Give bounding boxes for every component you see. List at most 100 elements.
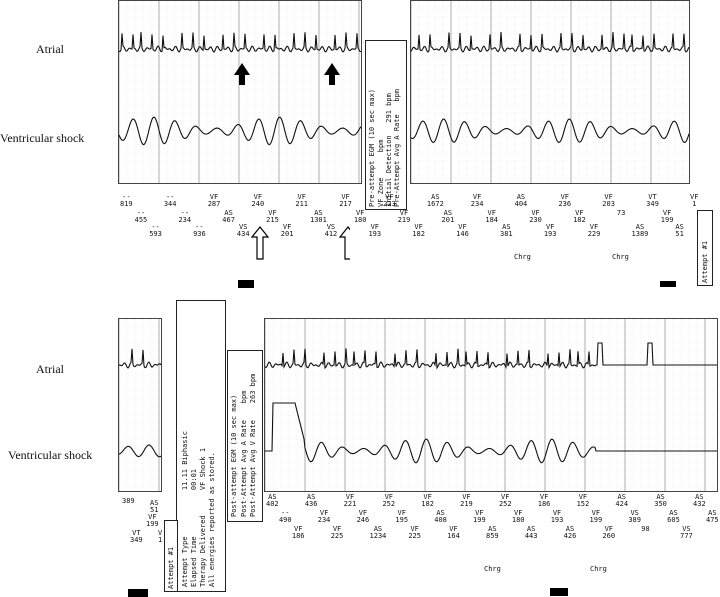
marker: V 1 bbox=[158, 529, 163, 544]
egm-traces-top-right bbox=[411, 1, 689, 183]
therapy-line-3: Therapy Delivered VF Shock 1 bbox=[199, 447, 207, 587]
marker: AS 408 bbox=[434, 509, 447, 524]
filled-arrow-up-icon bbox=[324, 63, 340, 85]
marker: VS 777 bbox=[680, 525, 693, 540]
marker: VS 389 bbox=[628, 509, 641, 524]
marker: VF 199 bbox=[473, 509, 486, 524]
marker: AS 350 bbox=[654, 493, 667, 508]
marker: VF 252 bbox=[498, 493, 512, 508]
marker: AS 402 bbox=[266, 493, 279, 508]
atrial-trace bbox=[265, 342, 717, 370]
atrial-label-bottom: Atrial bbox=[36, 362, 64, 376]
marker: VF 203 bbox=[602, 193, 615, 208]
attempt-label-top: Attempt #1 bbox=[701, 240, 709, 283]
marker: VF 186 bbox=[291, 525, 305, 540]
arrow-icons-top bbox=[234, 63, 350, 260]
marker: -- 490 bbox=[278, 509, 292, 524]
egm-traces-top-left bbox=[119, 1, 361, 183]
filled-arrow-up-icon bbox=[234, 63, 250, 85]
marker: VF 225 bbox=[330, 525, 344, 540]
marker: VF 234 bbox=[470, 193, 484, 208]
chrg-label-top-2: Chrg bbox=[612, 253, 629, 261]
atrial-trace bbox=[119, 348, 161, 369]
marker: VF 180 bbox=[353, 209, 367, 224]
marker: VF 182 bbox=[573, 209, 586, 224]
marker: VF 223 bbox=[383, 193, 396, 208]
ventricular-trace bbox=[119, 116, 361, 146]
egm-traces-bottom-main bbox=[265, 319, 717, 491]
marker: AS 404 bbox=[514, 193, 528, 208]
marker: VF 215 bbox=[266, 209, 279, 224]
marker: VF 182 bbox=[421, 493, 434, 508]
marker: VF 219 bbox=[397, 209, 411, 224]
chrg-label-bottom-2: Chrg bbox=[590, 565, 607, 573]
egm-traces-bottom-left bbox=[119, 319, 161, 491]
marker: AS 426 bbox=[563, 525, 577, 540]
marker: VS 412 bbox=[324, 223, 338, 238]
marker: 389 bbox=[122, 497, 135, 505]
marker: AS 436 bbox=[304, 493, 318, 508]
egm-strip-bottom-main bbox=[264, 318, 718, 492]
post-attempt-line-1: Post-Attempt Avg A Rate bpm bbox=[240, 390, 248, 517]
marker: VF 240 bbox=[251, 193, 265, 208]
atrial-trace bbox=[411, 32, 689, 53]
marker: AS 467 bbox=[222, 209, 235, 224]
ventricular-label-top: Ventricular shock bbox=[0, 131, 85, 145]
marker: AS 475 bbox=[706, 509, 719, 524]
attempt-tag-top: Attempt #1 bbox=[697, 210, 713, 286]
marker: VF 193 bbox=[368, 223, 382, 238]
marker: VF 180 bbox=[511, 509, 525, 524]
egm-strip-bottom-left bbox=[118, 318, 162, 492]
marker: -- 593 bbox=[149, 223, 162, 238]
hollow-arrow-up-icon bbox=[338, 226, 350, 260]
chrg-label-bottom-1: Chrg bbox=[484, 565, 501, 573]
post-attempt-info-box: Post-attempt EGM (10 sec max) Post-Attem… bbox=[227, 350, 263, 522]
marker: VF 193 bbox=[550, 509, 564, 524]
marker: VF 184 bbox=[485, 209, 499, 224]
marker: 73 bbox=[616, 209, 626, 217]
marker: AS 1301 bbox=[310, 209, 327, 224]
marker: AS 859 bbox=[486, 525, 499, 540]
marker: AS 201 bbox=[441, 209, 455, 224]
post-attempt-title: Post-attempt EGM (10 sec max) bbox=[230, 394, 238, 517]
marker: VF 230 bbox=[529, 209, 542, 224]
marker: AS 381 bbox=[500, 223, 513, 238]
marker: VF 221 bbox=[343, 493, 357, 508]
scale-bar-top-2 bbox=[660, 281, 676, 287]
marker: VF 186 bbox=[537, 493, 551, 508]
marker: VF 217 bbox=[339, 193, 352, 208]
marker: VF 152 bbox=[576, 493, 590, 508]
marker: AS 1234 bbox=[369, 525, 387, 540]
marker: -- 455 bbox=[134, 209, 148, 224]
atrial-trace bbox=[119, 32, 361, 53]
marker: VF 211 bbox=[295, 193, 309, 208]
ventricular-label-bottom: Ventricular shock bbox=[8, 448, 93, 462]
ventricular-trace bbox=[265, 402, 717, 464]
ventricular-trace bbox=[411, 118, 689, 144]
marker: VF 260 bbox=[602, 525, 616, 540]
hollow-arrow-up-icon bbox=[250, 226, 270, 260]
scale-bar-bottom-2 bbox=[550, 588, 568, 596]
marker: VF 146 bbox=[456, 223, 469, 238]
therapy-info-box: Attempt Type 11.11 Biphasic Elapsed Time… bbox=[176, 300, 226, 592]
attempt-label-bottom: Attempt #1 bbox=[167, 546, 175, 589]
marker: VF 164 bbox=[447, 525, 460, 540]
marker: VF 199 bbox=[146, 513, 159, 528]
marker: VF 182 bbox=[412, 223, 425, 238]
marker: AS 432 bbox=[693, 493, 706, 508]
pre-attempt-line-3: Pre-Attempt Avg A Rate bpm bbox=[393, 88, 401, 207]
scale-bar-bottom-1 bbox=[128, 589, 148, 597]
post-attempt-line-2: Post-Attempt Avg V Rate 263 bpm bbox=[249, 373, 257, 517]
marker: AS 605 bbox=[667, 509, 680, 524]
therapy-line-4: All energies reported as stored. bbox=[208, 452, 216, 587]
marker: AS 443 bbox=[524, 525, 538, 540]
marker: VF 195 bbox=[395, 509, 409, 524]
marker: -- 344 bbox=[163, 193, 177, 208]
marker: -- 234 bbox=[178, 209, 192, 224]
marker: VF 219 bbox=[460, 493, 473, 508]
marker: AS 51 bbox=[150, 499, 159, 514]
marker: VF 236 bbox=[558, 193, 572, 208]
marker: VF 1 bbox=[690, 193, 699, 208]
ventricular-trace bbox=[119, 444, 161, 458]
marker: AS 51 bbox=[675, 223, 684, 238]
